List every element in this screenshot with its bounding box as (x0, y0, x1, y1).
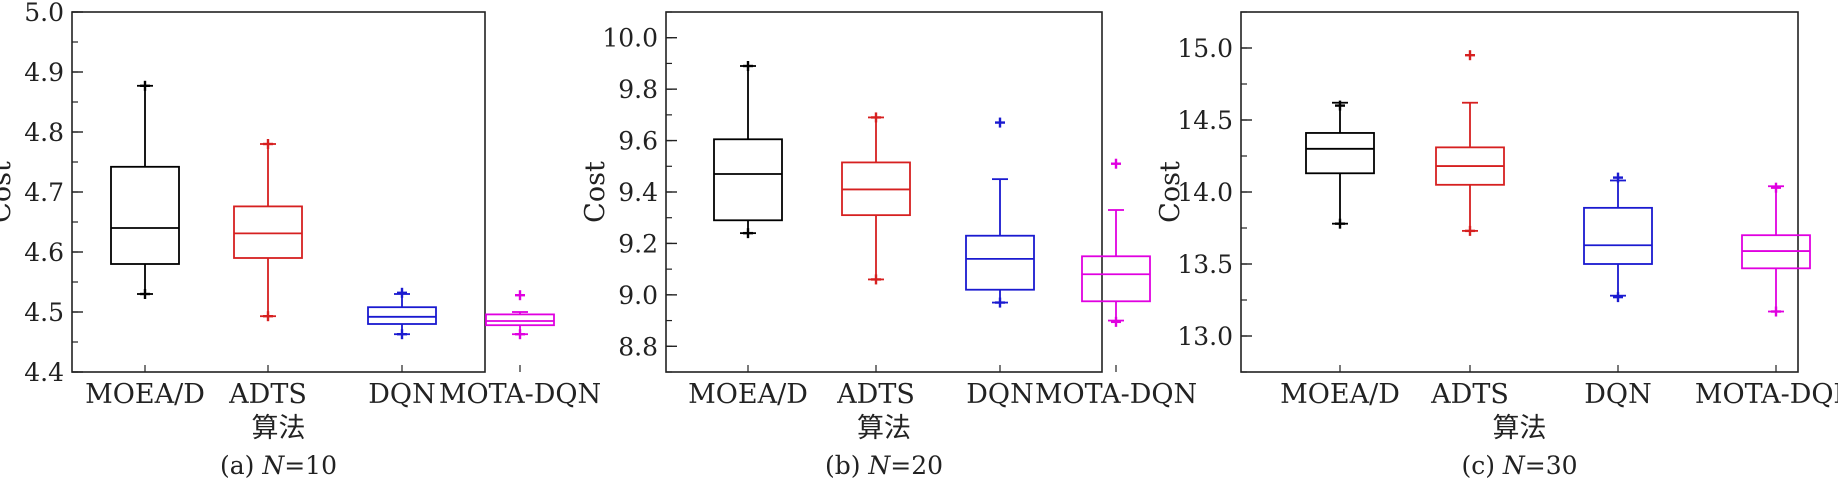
panel-caption: (c) N=30 (1461, 451, 1577, 480)
x-category-label: MOEA/D (688, 379, 808, 410)
y-tick-label: 9.0 (618, 281, 658, 310)
x-axis-label: 算法 (857, 413, 911, 444)
y-tick-label: 10.0 (602, 24, 658, 53)
y-tick-label: 13.0 (1177, 322, 1233, 351)
x-category-label: DQN (368, 379, 435, 410)
box-mota-dqn (1741, 182, 1811, 317)
y-tick-label: 4.7 (24, 178, 64, 207)
y-tick-label: 15.0 (1177, 34, 1233, 63)
y-axis-label: Cost (1155, 161, 1186, 223)
x-axis-label: 算法 (1493, 413, 1547, 444)
x-category-label: DQN (966, 379, 1033, 410)
box-adts (841, 112, 911, 285)
y-tick-label: 4.9 (24, 58, 64, 87)
box-dqn (1583, 172, 1653, 303)
x-category-label: DQN (1584, 379, 1651, 410)
chart-panel-2: 8.8 9.0 9.2 9.4 9.6 9.8 10.0 Cost MOEA/D ADTS DQN M… (580, 11, 1197, 480)
y-axis-label: Cost (0, 161, 17, 223)
x-category-label: ADTS (228, 379, 307, 410)
box-iqr (1305, 132, 1375, 175)
panel-caption: (b) N=20 (825, 451, 943, 480)
y-tick-label: 9.2 (618, 229, 658, 258)
plot-frame (1240, 11, 1799, 373)
box-iqr (965, 234, 1035, 291)
panel-caption: (a) N=10 (220, 451, 337, 480)
box-iqr (1081, 255, 1151, 303)
y-tick-label: 4.6 (24, 238, 64, 267)
y-tick-label: 9.4 (618, 178, 658, 207)
box-moea-d (1305, 100, 1375, 229)
box-iqr (233, 205, 303, 259)
box-moea-d (713, 61, 783, 239)
y-tick-label: 9.8 (618, 75, 658, 104)
y-tick-label: 9.6 (618, 127, 658, 156)
box-iqr (110, 165, 180, 265)
box-adts (1435, 50, 1505, 236)
x-category-label: MOTA-DQN (1035, 379, 1197, 410)
x-category-label: MOEA/D (1280, 379, 1400, 410)
y-tick-label: 4.5 (24, 298, 64, 327)
box-moea-d (110, 80, 180, 299)
box-iqr (1583, 206, 1653, 265)
box-iqr (367, 306, 437, 325)
box-dqn (367, 287, 437, 340)
y-tick-label: 4.8 (24, 118, 64, 147)
box-mota-dqn (1081, 158, 1151, 327)
x-category-label: ADTS (1430, 379, 1509, 410)
x-category-label: MOTA-DQN (1695, 379, 1838, 410)
plot-frame (71, 11, 486, 373)
y-tick-label: 4.4 (24, 358, 64, 387)
box-iqr (485, 313, 555, 327)
x-axis-label: 算法 (252, 413, 306, 444)
y-tick-label: 5.0 (24, 0, 64, 27)
box-mota-dqn (485, 290, 555, 340)
chart-panel-1: 4.4 4.5 4.6 4.7 4.8 4.9 5.0 Cost MOEA/D ADTS DQN MO… (0, 0, 601, 480)
y-tick-label: 14.5 (1177, 106, 1233, 135)
plot-frame (665, 11, 1103, 373)
x-category-label: ADTS (836, 379, 915, 410)
chart-panel-3: 13.0 13.5 14.0 14.5 15.0 Cost MOEA/D ADTS DQN MOT… (1155, 11, 1838, 480)
y-tick-label: 13.5 (1177, 250, 1233, 279)
y-tick-label: 8.8 (618, 332, 658, 361)
y-tick-label: 14.0 (1177, 178, 1233, 207)
box-iqr (713, 138, 783, 222)
box-adts (233, 139, 303, 322)
x-category-label: MOEA/D (85, 379, 205, 410)
x-category-label: MOTA-DQN (439, 379, 601, 410)
box-dqn (965, 117, 1035, 308)
y-axis-label: Cost (580, 161, 611, 223)
